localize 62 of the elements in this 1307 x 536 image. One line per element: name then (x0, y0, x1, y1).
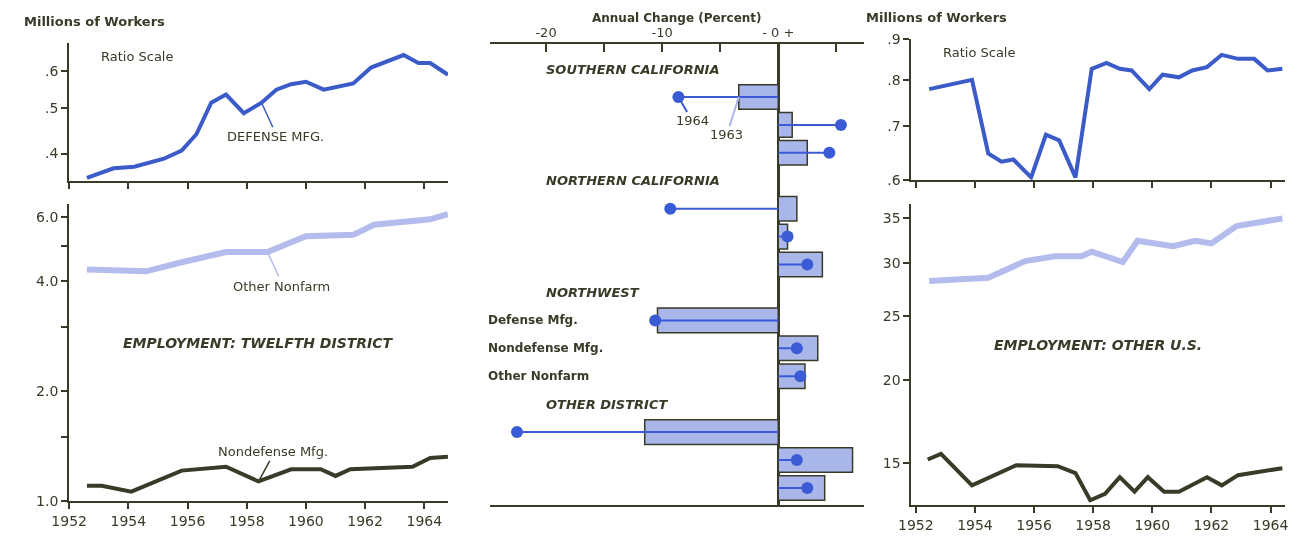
x-tick-label: 1958 (228, 512, 265, 529)
text: EMPLOYMENT: TWELFTH DISTRICT (123, 335, 394, 351)
legend-label: Other Nonfarm (233, 279, 331, 294)
x-tick-label: -10 (651, 24, 673, 40)
y-tick-label: 4.0 (36, 272, 59, 289)
y-tick-label: .4 (45, 145, 59, 162)
y-tick-label: .9 (887, 30, 901, 47)
y-axis-title: Millions of Workers (866, 10, 1008, 25)
point (790, 454, 803, 467)
y-tick-label: 30 (882, 254, 901, 271)
point (664, 202, 677, 215)
point (649, 314, 662, 327)
x-tick-label: -20 (535, 24, 557, 40)
y-tick-label: 2.0 (36, 382, 59, 399)
legend-label: DEFENSE MFG. (227, 129, 325, 144)
y-tick-label: SOUTHERN CALIFORNIA (546, 62, 720, 77)
point (834, 118, 847, 131)
y-tick-label: OTHER DISTRICT (546, 397, 669, 412)
y-tick-label: .6 (45, 63, 59, 80)
y-tick-label: .5 (45, 100, 59, 117)
y-tick-label: Defense Mfg. (488, 313, 578, 327)
x-tick-label: 1964 (406, 512, 443, 529)
point (511, 426, 523, 439)
y-tick-label: .8 (887, 71, 901, 88)
line-series (925, 451, 1285, 503)
x-tick-label: 1964 (1252, 516, 1289, 533)
point (781, 230, 794, 243)
x-tick-label: 1962 (347, 512, 383, 529)
x-axis-title: Annual Change (Percent) (592, 11, 762, 25)
x-tick-label: 1956 (169, 512, 206, 529)
line-series (84, 53, 448, 180)
legend-label: 1964 (676, 113, 710, 128)
point (823, 146, 836, 159)
y-tick-label: 6.0 (36, 208, 59, 225)
x-tick-label: 1960 (288, 512, 324, 529)
x-tick-label: 1962 (1193, 516, 1230, 533)
y-tick-label: Other Nonfarm (488, 369, 590, 383)
y-tick-label: 1.0 (36, 492, 59, 509)
y-tick-label: NORTHERN CALIFORNIA (546, 173, 720, 188)
x-tick-label: 1954 (957, 516, 993, 533)
y-axis-title: Millions of Workers (24, 14, 166, 29)
y-tick-label: 20 (882, 372, 901, 389)
x-tick-label: 1954 (110, 512, 147, 529)
y-tick-label: .6 (887, 171, 901, 188)
x-tick-label: 1958 (1075, 516, 1111, 533)
x-tick-label: - 0 + (762, 24, 795, 40)
text: EMPLOYMENT: OTHER U.S. (994, 337, 1203, 353)
y-tick-label: NORTHWEST (546, 285, 640, 300)
legend-label: 1963 (710, 127, 744, 142)
y-tick-label: .7 (887, 118, 901, 135)
y-tick-label: 25 (882, 307, 901, 324)
x-tick-label: 1960 (1134, 516, 1171, 533)
point (794, 370, 807, 383)
x-tick-label: 1952 (898, 516, 934, 533)
series-label: Nondefense Mfg. (218, 444, 329, 459)
annotation: Ratio Scale (101, 49, 174, 64)
x-tick-label: 1956 (1016, 516, 1052, 533)
y-tick-label: 35 (882, 210, 901, 227)
y-tick-label: 15 (882, 455, 901, 472)
y-tick-label: Nondefense Mfg. (488, 341, 604, 355)
x-tick-label: 1952 (51, 512, 87, 529)
annotation: Ratio Scale (943, 45, 1016, 60)
